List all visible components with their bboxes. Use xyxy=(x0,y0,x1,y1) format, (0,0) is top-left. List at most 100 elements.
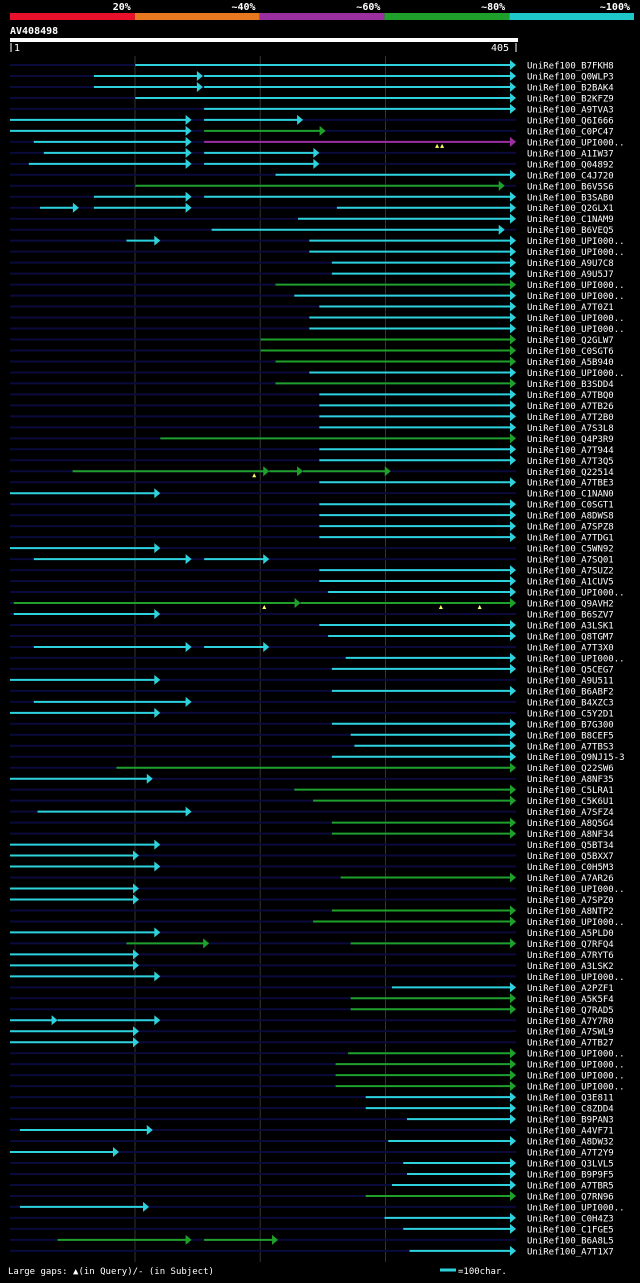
hit-name[interactable]: UniRef100_A7TDG1 xyxy=(527,534,614,544)
hit-row[interactable]: UniRef100_C0SGT6 xyxy=(10,345,614,357)
hit-row[interactable]: UniRef100_UPI000.. xyxy=(10,235,625,248)
hit-row[interactable]: UniRef100_C4J720 xyxy=(10,169,614,182)
hit-row[interactable]: UniRef100_A7T2B0 xyxy=(10,411,614,423)
hit-name[interactable]: UniRef100_A8Q5G4 xyxy=(527,819,614,829)
hit-row[interactable]: UniRef100_A1IW37 xyxy=(10,147,614,160)
hit-row[interactable]: UniRef100_A5K5F4 xyxy=(10,993,614,1005)
hit-row[interactable]: UniRef100_UPI000.. xyxy=(10,290,625,303)
hit-row[interactable]: UniRef100_UPI000.. xyxy=(10,587,625,599)
hit-row[interactable]: UniRef100_UPI000.. xyxy=(10,246,625,259)
hit-row[interactable]: UniRef100_A9U511 xyxy=(10,674,614,687)
hit-name[interactable]: UniRef100_B2BAK4 xyxy=(527,83,614,93)
hit-row[interactable]: UniRef100_A7S3L8 xyxy=(10,422,614,434)
hit-name[interactable]: UniRef100_Q0WLP3 xyxy=(527,72,614,82)
hit-row[interactable]: UniRef100_C0H4Z3 xyxy=(10,1212,614,1225)
hit-row[interactable]: UniRef100_A7TB27 xyxy=(10,1037,614,1049)
hit-name[interactable]: UniRef100_A4VF71 xyxy=(527,1127,614,1137)
hit-row[interactable]: UniRef100_A7SPZ8 xyxy=(10,521,614,533)
hit-name[interactable]: UniRef100_A8NF34 xyxy=(527,830,614,840)
hit-row[interactable]: UniRef100_C5K6U1 xyxy=(10,795,614,808)
hit-row[interactable]: UniRef100_B2BAK4 xyxy=(10,81,614,94)
hit-name[interactable]: UniRef100_A1CUV5 xyxy=(527,578,614,588)
hit-name[interactable]: UniRef100_A3LSK2 xyxy=(527,962,614,972)
hit-name[interactable]: UniRef100_A7T944 xyxy=(527,446,614,456)
hit-name[interactable]: UniRef100_A7TB27 xyxy=(527,1039,614,1049)
hit-name[interactable]: UniRef100_B3SDD4 xyxy=(527,380,614,390)
hit-name[interactable]: UniRef100_Q9AVH2 xyxy=(527,600,614,610)
hit-row[interactable]: UniRef100_Q0WLP3 xyxy=(10,70,614,83)
hit-name[interactable]: UniRef100_A5K5F4 xyxy=(527,995,614,1005)
hit-row[interactable]: UniRef100_Q4P3R9 xyxy=(10,433,614,445)
hit-row[interactable]: UniRef100_B7FKH8 xyxy=(10,60,614,72)
hit-name[interactable]: UniRef100_Q2GLW7 xyxy=(527,336,614,346)
hit-name[interactable]: UniRef100_UPI000.. xyxy=(527,589,625,599)
hit-row[interactable]: UniRef100_Q3E811 xyxy=(10,1092,614,1104)
hit-name[interactable]: UniRef100_B7FKH8 xyxy=(527,62,614,72)
hit-row[interactable]: UniRef100_A9TVA3 xyxy=(10,103,614,116)
hit-name[interactable]: UniRef100_UPI000.. xyxy=(527,138,625,148)
hit-row[interactable]: UniRef100_B6VEQ5 xyxy=(10,224,614,237)
hit-row[interactable]: UniRef100_A7T3Q5 xyxy=(10,455,614,467)
hit-row[interactable]: UniRef100_Q5BXX7 xyxy=(10,850,614,863)
hit-row[interactable]: UniRef100_A7SUZ2 xyxy=(10,565,614,577)
hit-name[interactable]: UniRef100_Q6I666 xyxy=(527,116,614,126)
hit-row[interactable]: UniRef100_UPI000.. xyxy=(10,971,625,983)
hit-name[interactable]: UniRef100_C0PC47 xyxy=(527,127,614,137)
hit-name[interactable]: UniRef100_B2KFZ9 xyxy=(527,94,614,104)
hit-name[interactable]: UniRef100_A9U5J7 xyxy=(527,270,614,280)
hit-row[interactable]: UniRef100_Q2GLX1 xyxy=(10,202,614,215)
hit-name[interactable]: UniRef100_UPI000.. xyxy=(527,1072,625,1082)
hit-name[interactable]: UniRef100_B9P9F5 xyxy=(527,1170,614,1180)
hit-row[interactable]: UniRef100_C5LRA1 xyxy=(10,784,614,797)
hit-name[interactable]: UniRef100_B6SZV7 xyxy=(527,611,614,621)
hit-name[interactable]: UniRef100_C5LRA1 xyxy=(527,786,614,796)
hit-name[interactable]: UniRef100_A7T3Q5 xyxy=(527,457,614,467)
hit-name[interactable]: UniRef100_B7G300 xyxy=(527,720,614,730)
hit-row[interactable]: UniRef100_A3LSK2 xyxy=(10,960,614,972)
hit-row[interactable]: UniRef100_A1CUV5 xyxy=(10,576,614,588)
hit-name[interactable]: UniRef100_A7TBE3 xyxy=(527,479,614,489)
hit-row[interactable]: UniRef100_UPI000.. xyxy=(10,883,625,896)
hit-row[interactable]: UniRef100_C0SGT1 xyxy=(10,499,614,511)
hit-row[interactable]: UniRef100_A7T3X0 xyxy=(10,641,614,654)
hit-row[interactable]: UniRef100_Q8TGM7 xyxy=(10,630,614,643)
hit-name[interactable]: UniRef100_A7TBQ0 xyxy=(527,391,614,401)
hit-name[interactable]: UniRef100_Q2GLX1 xyxy=(527,204,614,214)
hit-name[interactable]: UniRef100_UPI000.. xyxy=(527,1203,625,1213)
hit-row[interactable]: UniRef100_A7Y7R0 xyxy=(10,1015,614,1027)
hit-name[interactable]: UniRef100_UPI000.. xyxy=(527,292,625,302)
hit-name[interactable]: UniRef100_A7SQ01 xyxy=(527,556,614,566)
hit-row[interactable]: UniRef100_C5Y2D1 xyxy=(10,707,614,720)
hit-row[interactable]: UniRef100_A8NF35 xyxy=(10,773,614,786)
hit-row[interactable]: UniRef100_Q9AVH2 xyxy=(10,598,614,610)
hit-row[interactable]: UniRef100_A7SQ01 xyxy=(10,554,614,566)
hit-row[interactable]: UniRef100_B2KFZ9 xyxy=(10,92,614,105)
hit-name[interactable]: UniRef100_C0H5M3 xyxy=(527,863,614,873)
hit-row[interactable]: UniRef100_UPI000.. xyxy=(10,1070,625,1082)
hit-name[interactable]: UniRef100_UPI000.. xyxy=(527,237,625,247)
hit-name[interactable]: UniRef100_Q5BXX7 xyxy=(527,852,614,862)
hit-name[interactable]: UniRef100_B6ABF2 xyxy=(527,687,614,697)
hit-name[interactable]: UniRef100_B9PAN3 xyxy=(527,1116,614,1126)
hit-row[interactable]: UniRef100_A7TBE3 xyxy=(10,477,614,489)
hit-row[interactable]: UniRef100_B4XZC3 xyxy=(10,696,614,709)
hit-row[interactable]: UniRef100_Q04892 xyxy=(10,158,614,171)
hit-row[interactable]: UniRef100_C1NAN0 xyxy=(10,488,614,500)
hit-row[interactable]: UniRef100_A7TB26 xyxy=(10,400,614,412)
hit-name[interactable]: UniRef100_UPI000.. xyxy=(527,973,625,983)
hit-row[interactable]: UniRef100_B3SDD4 xyxy=(10,378,614,390)
hit-name[interactable]: UniRef100_B6VEQ5 xyxy=(527,226,614,236)
hit-name[interactable]: UniRef100_B3SAB0 xyxy=(527,193,614,203)
hit-name[interactable]: UniRef100_A1IW37 xyxy=(527,149,614,159)
hit-row[interactable]: UniRef100_A7SWL9 xyxy=(10,1026,614,1038)
hit-name[interactable]: UniRef100_C1NAN0 xyxy=(527,490,614,500)
hit-name[interactable]: UniRef100_A7SUZ2 xyxy=(527,567,614,577)
hit-name[interactable]: UniRef100_Q7RAD5 xyxy=(527,1006,614,1016)
hit-row[interactable]: UniRef100_Q7RAD5 xyxy=(10,1004,614,1016)
hit-name[interactable]: UniRef100_A9TVA3 xyxy=(527,105,614,115)
hit-row[interactable]: UniRef100_C5WN92 xyxy=(10,543,614,555)
hit-row[interactable]: UniRef100_C0H5M3 xyxy=(10,861,614,874)
hit-name[interactable]: UniRef100_C5Y2D1 xyxy=(527,709,614,719)
hit-row[interactable]: UniRef100_UPI000.. xyxy=(10,1059,625,1071)
hit-row[interactable]: UniRef100_B9P9F5 xyxy=(10,1168,614,1181)
